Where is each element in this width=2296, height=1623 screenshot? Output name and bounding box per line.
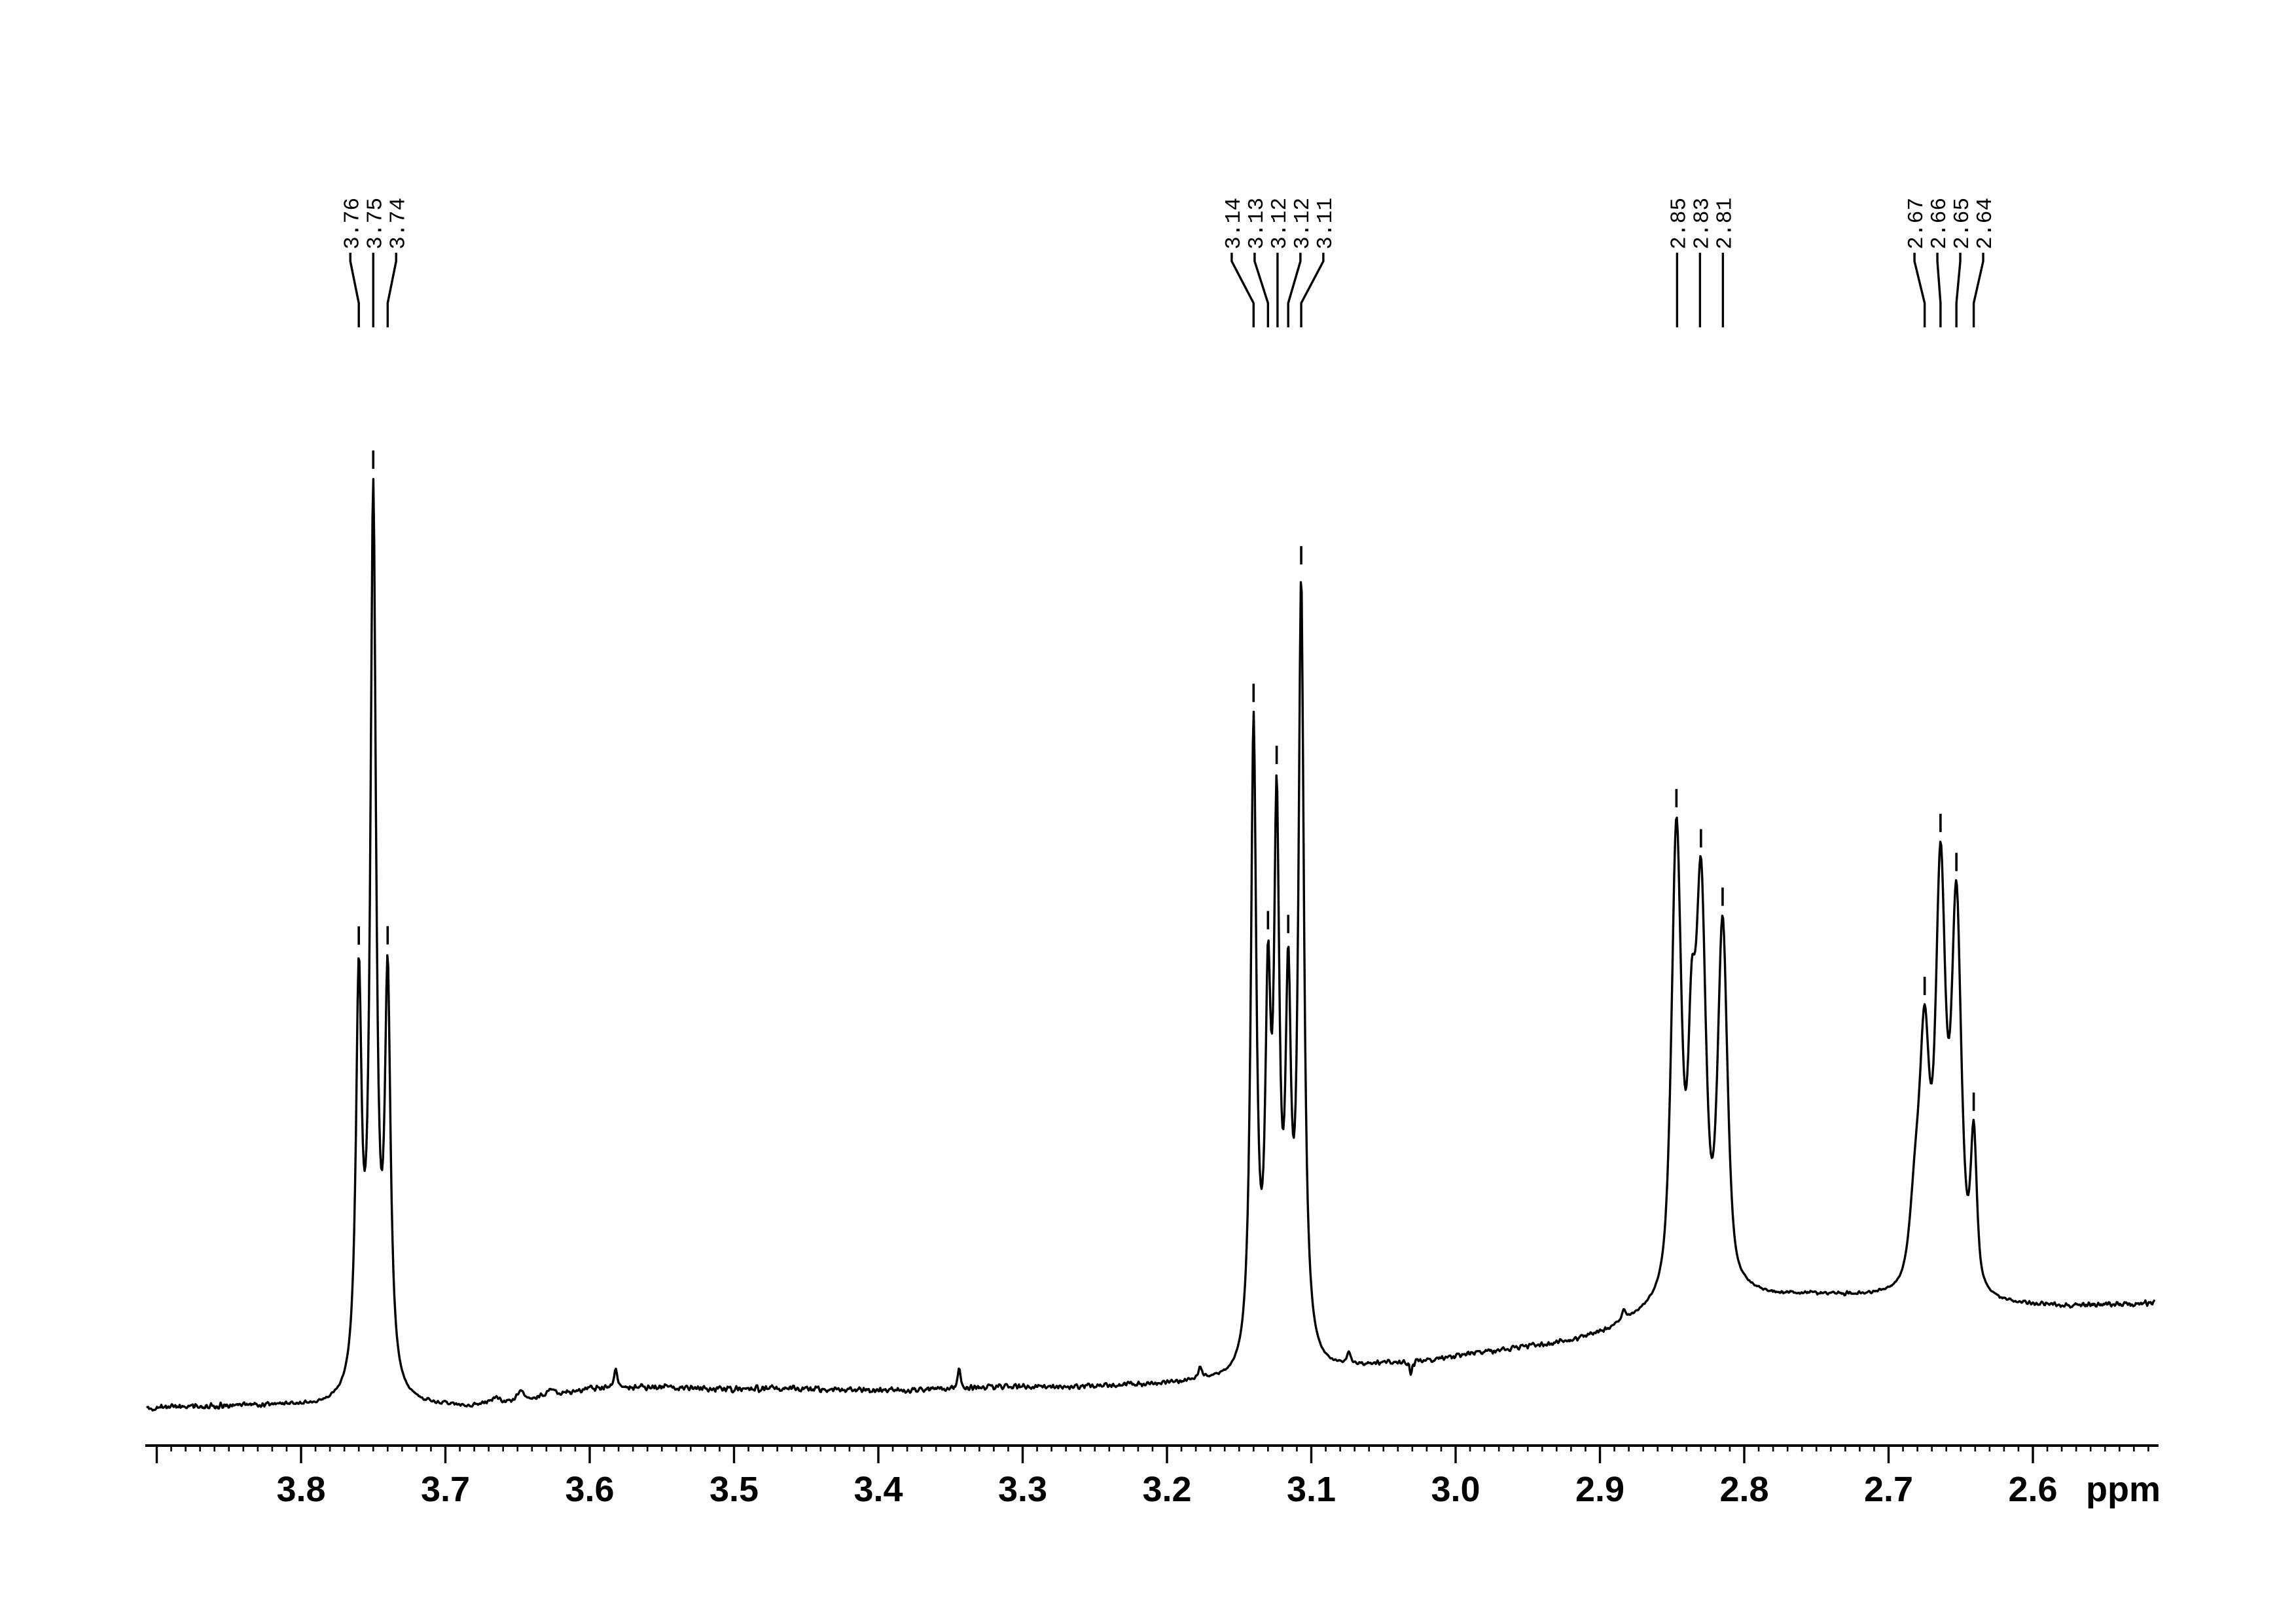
peak-label: 2.67 [1905,198,1929,249]
peak-leader-line [1913,253,1926,327]
x-axis-tick-label: 2.9 [1575,1470,1624,1509]
peak-label: 2.66 [1928,198,1952,249]
x-axis-tick-label: 3.8 [276,1470,325,1509]
peak-label: 2.83 [1690,198,1714,249]
peak-leader-line [1955,253,1962,327]
peak-label: 2.65 [1950,198,1975,249]
x-axis-tick-label: 3.6 [565,1470,614,1509]
peak-label: 3.14 [1222,198,1246,249]
x-axis-tick-label: 3.0 [1431,1470,1480,1509]
x-axis-tick-label: 2.8 [1719,1470,1768,1509]
peak-leader-line [349,253,360,327]
peak-leader-line [1300,253,1325,327]
peak-leader-line [386,253,397,327]
peak-label: 3.74 [386,198,410,249]
x-axis-tick-label: 3.7 [421,1470,470,1509]
peak-leader-line [1972,253,1984,327]
x-axis-tick-label: 3.2 [1142,1470,1191,1509]
spectrum-trace [146,478,2155,1412]
peak-label: 3.76 [340,198,365,249]
ppm-unit-label: ppm [2086,1470,2161,1509]
x-axis-tick-label: 3.3 [998,1470,1047,1509]
peak-leader-line [1936,253,1942,327]
x-axis-layer: 3.8 3.7 3.6 3.5 3.4 3.3 3.2 3.1 3.0 2.9 2.8 2.7 2.6 p… [145,1444,2161,1509]
spectrum-trace-layer [146,478,2155,1412]
x-axis-tick-label: 3.1 [1287,1470,1336,1509]
peak-label: 3.12 [1291,198,1315,249]
peak-label: 3.13 [1245,198,1269,249]
peak-label: 3.11 [1314,198,1338,249]
x-axis-tick-label: 2.6 [2008,1470,2057,1509]
peak-label: 3.75 [363,198,387,249]
peak-annotation-layer: 3.763.753.74 3.143.133.123.123.11 2.852.83… [340,198,1998,1111]
x-axis-tick-label: 3.4 [853,1470,903,1509]
peak-label: 2.81 [1713,198,1737,249]
peak-label: 2.64 [1973,198,1998,249]
peak-leader-line [1253,253,1270,327]
peak-label: 3.12 [1268,198,1292,249]
peak-leader-line [1287,253,1302,327]
peak-label: 2.85 [1667,198,1691,249]
x-axis-tick-label: 2.7 [1864,1470,1913,1509]
x-axis-tick-label: 3.5 [709,1470,759,1509]
peak-leader-line [1230,253,1255,327]
